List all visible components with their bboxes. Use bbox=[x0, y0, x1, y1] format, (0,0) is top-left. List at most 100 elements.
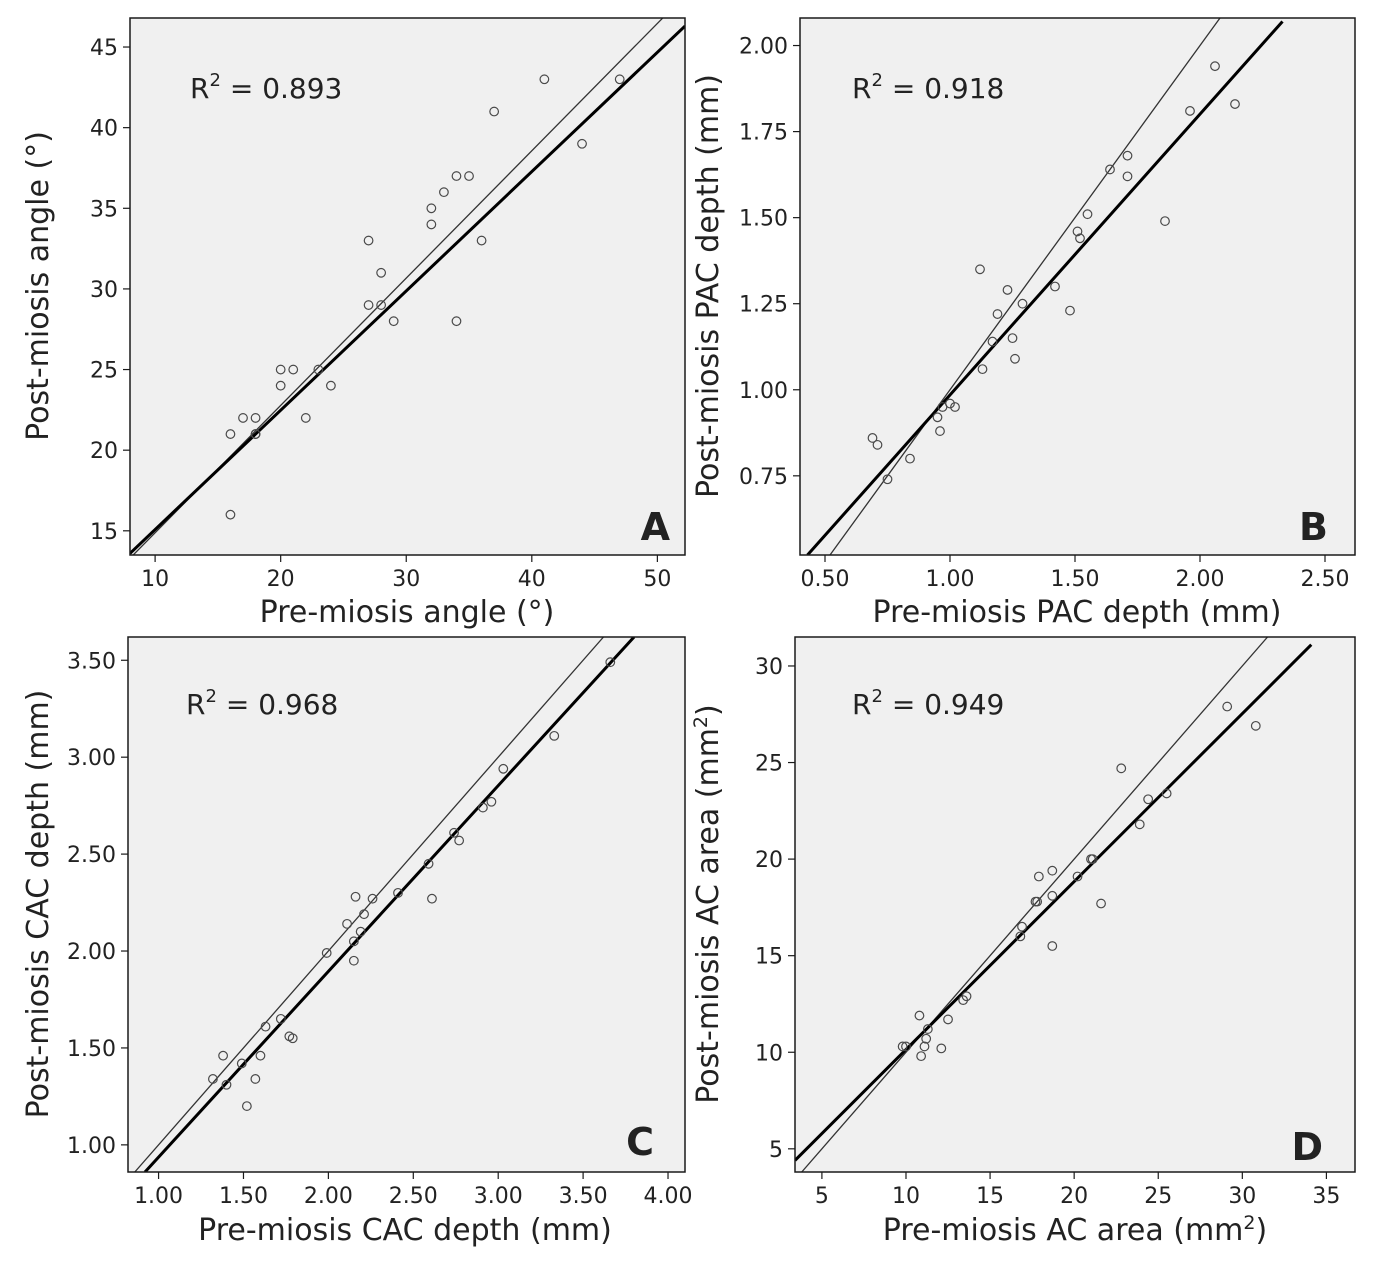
data-point bbox=[936, 1043, 947, 1054]
y-tick-label: 1.00 bbox=[739, 379, 788, 404]
data-point bbox=[1072, 871, 1083, 882]
data-point bbox=[1065, 305, 1075, 316]
data-point bbox=[260, 1021, 271, 1032]
y-tick-label: 15 bbox=[90, 520, 118, 545]
data-point bbox=[300, 413, 311, 423]
data-point bbox=[1134, 819, 1145, 830]
data-point bbox=[921, 1033, 932, 1044]
data-point bbox=[1015, 931, 1026, 942]
y-tick-label: 2.00 bbox=[739, 35, 788, 60]
data-point bbox=[241, 1101, 252, 1111]
data-point bbox=[388, 316, 399, 327]
x-tick-label: 2.00 bbox=[1176, 567, 1225, 592]
x-tick-label: 30 bbox=[392, 567, 420, 592]
data-point bbox=[393, 887, 403, 898]
data-point bbox=[992, 309, 1003, 319]
data-point bbox=[451, 171, 462, 181]
data-point bbox=[1002, 285, 1013, 295]
y-tick-label: 2.00 bbox=[67, 940, 116, 965]
x-tick-label: 10 bbox=[141, 567, 169, 592]
y-axis-label: Post-miosis angle (°) bbox=[21, 131, 56, 441]
data-point bbox=[975, 264, 985, 275]
y-tick-label: 1.50 bbox=[739, 207, 788, 232]
data-point bbox=[476, 235, 487, 246]
plot-area bbox=[795, 637, 1355, 1172]
data-point bbox=[882, 474, 893, 485]
data-point bbox=[486, 796, 497, 807]
data-point bbox=[916, 1051, 927, 1062]
plot-frame bbox=[799, 17, 1356, 556]
data-point bbox=[489, 106, 500, 117]
data-point bbox=[872, 439, 883, 450]
data-point bbox=[423, 858, 434, 869]
data-point bbox=[225, 509, 236, 520]
data-point bbox=[1032, 896, 1043, 907]
data-point bbox=[238, 413, 248, 423]
y-axis-label: Post-miosis CAC depth (mm) bbox=[21, 690, 56, 1119]
panel-b: 0.50 1.00 1.50 2.00 2.50 0.75 1.00 1.25 1.50 1.7… bbox=[691, 17, 1356, 630]
data-point bbox=[922, 1024, 933, 1034]
data-point bbox=[275, 380, 286, 391]
y-tick-label: 30 bbox=[90, 278, 118, 303]
y-tick-label: 2.50 bbox=[67, 843, 116, 868]
y-tick-label: 25 bbox=[90, 359, 118, 384]
y-tick-label: 0.75 bbox=[739, 465, 788, 490]
data-point bbox=[905, 453, 915, 464]
x-tick-label: 3.00 bbox=[474, 1184, 523, 1209]
x-tick-label: 0.50 bbox=[801, 567, 850, 592]
data-point bbox=[376, 267, 387, 278]
y-tick-label: 45 bbox=[90, 36, 118, 61]
data-point bbox=[1250, 720, 1261, 731]
x-axis-label: Pre-miosis angle (°) bbox=[260, 595, 555, 630]
data-point bbox=[342, 918, 352, 929]
identity-line bbox=[829, 18, 1221, 555]
data-point bbox=[321, 948, 332, 958]
x-axis-label: Pre-miosis CAC depth (mm) bbox=[198, 1213, 612, 1248]
x-tick-label: 2.50 bbox=[1301, 567, 1350, 592]
x-tick-label: 1.50 bbox=[1051, 567, 1100, 592]
data-point bbox=[577, 138, 587, 149]
data-point bbox=[977, 364, 988, 375]
panel-letter: A bbox=[641, 505, 671, 549]
data-point bbox=[250, 429, 261, 439]
data-point bbox=[250, 413, 261, 423]
data-point bbox=[1105, 164, 1115, 175]
data-point bbox=[539, 74, 550, 85]
x-tick-label: 50 bbox=[643, 567, 671, 592]
data-point bbox=[1143, 794, 1154, 805]
data-point bbox=[454, 835, 465, 846]
y-tick-label: 30 bbox=[755, 655, 783, 680]
data-point bbox=[348, 936, 359, 947]
panel-letter: C bbox=[626, 1120, 654, 1164]
x-tick-label: 2.50 bbox=[389, 1184, 438, 1209]
data-point bbox=[250, 1074, 261, 1084]
data-point bbox=[614, 74, 625, 85]
y-tick-label: 1.75 bbox=[739, 121, 788, 146]
data-point bbox=[1230, 99, 1240, 109]
data-point bbox=[287, 1033, 298, 1044]
data-point bbox=[208, 1074, 218, 1084]
x-axis-label: Pre-miosis PAC depth (mm) bbox=[873, 595, 1282, 630]
data-point bbox=[1075, 233, 1085, 244]
data-point bbox=[326, 380, 336, 391]
data-point bbox=[1087, 854, 1098, 865]
data-point bbox=[1017, 921, 1027, 932]
data-point bbox=[348, 955, 359, 966]
data-point bbox=[1122, 171, 1133, 182]
data-point bbox=[367, 893, 378, 904]
data-point bbox=[363, 300, 374, 310]
y-tick-label: 1.50 bbox=[67, 1037, 116, 1062]
data-point bbox=[363, 235, 374, 246]
data-point bbox=[1047, 941, 1058, 951]
data-point bbox=[1222, 701, 1233, 712]
data-point bbox=[464, 171, 474, 181]
data-point bbox=[1047, 865, 1058, 876]
regression-line bbox=[795, 643, 1313, 1162]
data-point bbox=[236, 1058, 247, 1069]
data-point bbox=[1122, 150, 1133, 161]
panel-letter: D bbox=[1291, 1125, 1323, 1169]
y-tick-label: 5 bbox=[769, 1138, 783, 1163]
data-point bbox=[1116, 763, 1127, 774]
data-point bbox=[945, 398, 955, 409]
